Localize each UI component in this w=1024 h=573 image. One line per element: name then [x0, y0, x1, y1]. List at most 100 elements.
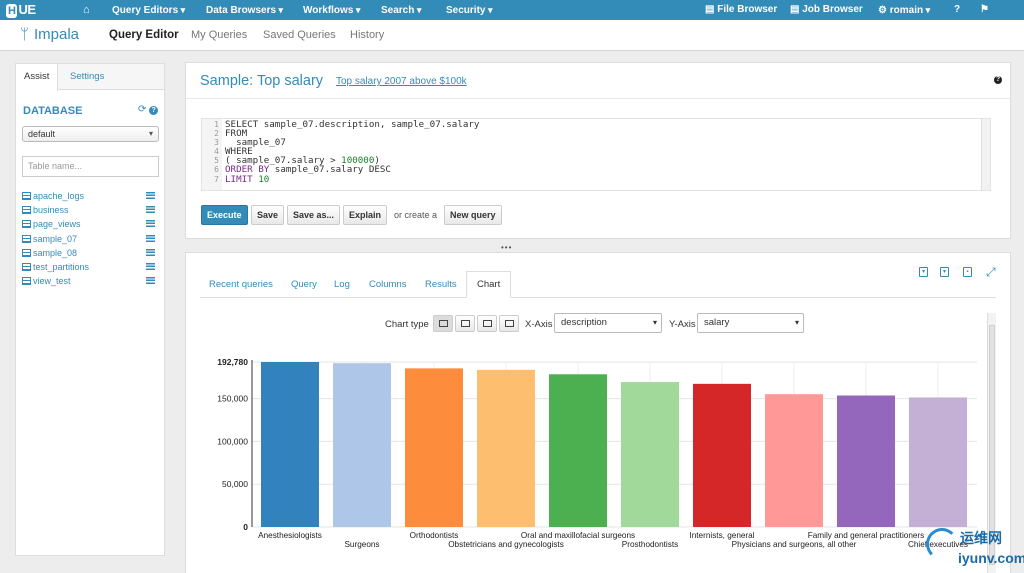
table-icon — [22, 248, 31, 257]
nav-workflows[interactable]: Workflows — [303, 0, 360, 20]
job-browser-link[interactable]: ▤ Job Browser — [790, 4, 863, 15]
code-line: ( sample_07.salary > 100000) — [225, 155, 380, 167]
flag-icon[interactable]: ⚑ — [980, 4, 989, 15]
tab-history[interactable]: History — [350, 29, 385, 41]
columns-icon[interactable] — [146, 262, 155, 271]
new-query-button[interactable]: New query — [444, 205, 502, 225]
user-menu[interactable]: ⚙ romain — [878, 0, 930, 20]
table-item[interactable]: view_test — [22, 274, 159, 288]
bar — [621, 382, 679, 527]
columns-icon[interactable] — [146, 248, 155, 257]
query-description[interactable]: Top salary 2007 above $100k — [336, 76, 467, 87]
columns-icon[interactable] — [146, 234, 155, 243]
table-icon — [22, 206, 31, 215]
cogs-icon: ⚙ — [878, 5, 890, 16]
x-tick-label: Prosthodontists — [622, 540, 678, 549]
tab-assist[interactable]: Assist — [16, 64, 59, 91]
chart-type-label: Chart type — [385, 319, 429, 330]
bar — [765, 394, 823, 527]
tab-saved-queries[interactable]: Saved Queries — [263, 29, 336, 41]
save-button[interactable]: Save — [251, 205, 285, 225]
columns-icon[interactable] — [146, 206, 155, 215]
bar — [837, 395, 895, 527]
tab-chart[interactable]: Chart — [466, 271, 512, 298]
help-icon[interactable]: ? — [149, 106, 159, 115]
download-csv-icon[interactable]: ▾ — [919, 267, 928, 277]
tab-recent-queries[interactable]: Recent queries — [209, 279, 273, 290]
impala-icon: ᛘ — [20, 26, 30, 43]
help-icon[interactable]: ? — [994, 76, 1002, 84]
tab-query-editor[interactable]: Query Editor — [109, 29, 179, 41]
table-item[interactable]: business — [22, 203, 159, 217]
columns-icon[interactable] — [146, 220, 155, 229]
file-icon: ▤ — [705, 4, 718, 15]
bar-chart-icon[interactable] — [433, 315, 453, 332]
expand-icon[interactable]: ⤢ — [986, 265, 996, 279]
x-tick-label: Family and general practitioners — [808, 531, 925, 540]
execute-button[interactable]: Execute — [201, 205, 248, 225]
database-select[interactable]: default — [22, 126, 159, 142]
bar — [909, 397, 967, 527]
table-item[interactable]: test_partitions — [22, 260, 159, 274]
refresh-icon[interactable]: ⟳ — [138, 104, 147, 115]
tab-results[interactable]: Results — [425, 279, 457, 290]
line-chart-icon[interactable] — [455, 315, 475, 332]
salary-bar-chart: 0 50,000 100,000 150,000 192,780 Anesthesiolo… — [217, 357, 977, 549]
columns-icon[interactable] — [146, 192, 155, 200]
bar — [405, 368, 463, 527]
home-icon[interactable]: ⌂ — [83, 4, 90, 16]
results-scrollbar[interactable] — [987, 313, 996, 573]
x-axis-select[interactable]: description — [554, 313, 662, 333]
y-axis-select[interactable]: salary — [697, 313, 804, 333]
bar — [333, 363, 391, 527]
x-tick-label: Oral and maxillofacial surgeons — [521, 531, 635, 540]
pie-chart-icon[interactable] — [499, 315, 519, 332]
nav-security[interactable]: Security — [446, 0, 493, 20]
x-tick-label: Internists, general — [689, 531, 754, 540]
table-item[interactable]: sample_08 — [22, 246, 159, 260]
nav-query-editors[interactable]: Query Editors — [112, 0, 185, 20]
editor-scrollbar[interactable] — [981, 119, 990, 190]
table-icon — [22, 192, 31, 200]
sql-editor[interactable]: 1 2 3 4 5 6 7 SELECT sample_07.descripti… — [201, 118, 991, 191]
table-item[interactable]: page_views — [22, 217, 159, 231]
sql-code: SELECT sample_07.description, sample_07.… — [225, 120, 479, 184]
table-item[interactable]: sample_07 — [22, 232, 159, 246]
file-browser-link[interactable]: ▤ File Browser — [705, 4, 778, 15]
hue-logo[interactable]: H UE — [6, 2, 36, 18]
table-filter-input[interactable]: Table name... — [22, 156, 159, 177]
tab-settings[interactable]: Settings — [70, 71, 105, 82]
panel-resizer[interactable]: ••• — [501, 243, 513, 252]
watermark-logo — [926, 528, 958, 560]
help-icon[interactable]: ? — [954, 4, 961, 15]
assist-panel: Assist Settings DATABASE ⟳ ? default Tab… — [15, 63, 165, 556]
app-brand[interactable]: Impala — [34, 26, 80, 43]
x-tick-label: Physicians and surgeons, all other — [732, 540, 857, 549]
bar — [477, 369, 535, 527]
nav-search[interactable]: Search — [381, 0, 421, 20]
columns-icon[interactable] — [146, 277, 155, 286]
scrollbar-thumb[interactable] — [989, 325, 995, 565]
x-tick-label: Obstetricians and gynecologists — [448, 540, 564, 549]
watermark: 运维网 iyunv.com — [922, 526, 1024, 572]
tab-columns[interactable]: Columns — [369, 279, 407, 290]
x-tick-label: Orthodontists — [410, 531, 459, 540]
table-icon — [22, 220, 31, 229]
y-tick-label: 192,780 — [217, 357, 248, 367]
watermark-zh: 运维网 — [960, 530, 1002, 546]
table-item[interactable]: apache_logs — [22, 189, 159, 203]
tab-query[interactable]: Query — [291, 279, 317, 290]
explain-button[interactable]: Explain — [343, 205, 388, 225]
save-as-button[interactable]: Save as... — [287, 205, 341, 225]
nav-data-browsers[interactable]: Data Browsers — [206, 0, 283, 20]
save-results-icon[interactable]: ▪ — [963, 267, 972, 277]
download-xls-icon[interactable]: ▾ — [940, 267, 949, 277]
query-editor-panel: Sample: Top salary Top salary 2007 above… — [185, 62, 1011, 239]
code-line: SELECT sample_07.description, sample_07.… — [225, 119, 480, 130]
query-title[interactable]: Sample: Top salary — [200, 73, 324, 89]
tab-my-queries[interactable]: My Queries — [191, 29, 248, 41]
database-title: DATABASE — [23, 105, 83, 117]
map-chart-icon[interactable] — [477, 315, 497, 332]
tab-log[interactable]: Log — [334, 279, 350, 290]
assist-tabs: Assist Settings — [16, 64, 164, 91]
